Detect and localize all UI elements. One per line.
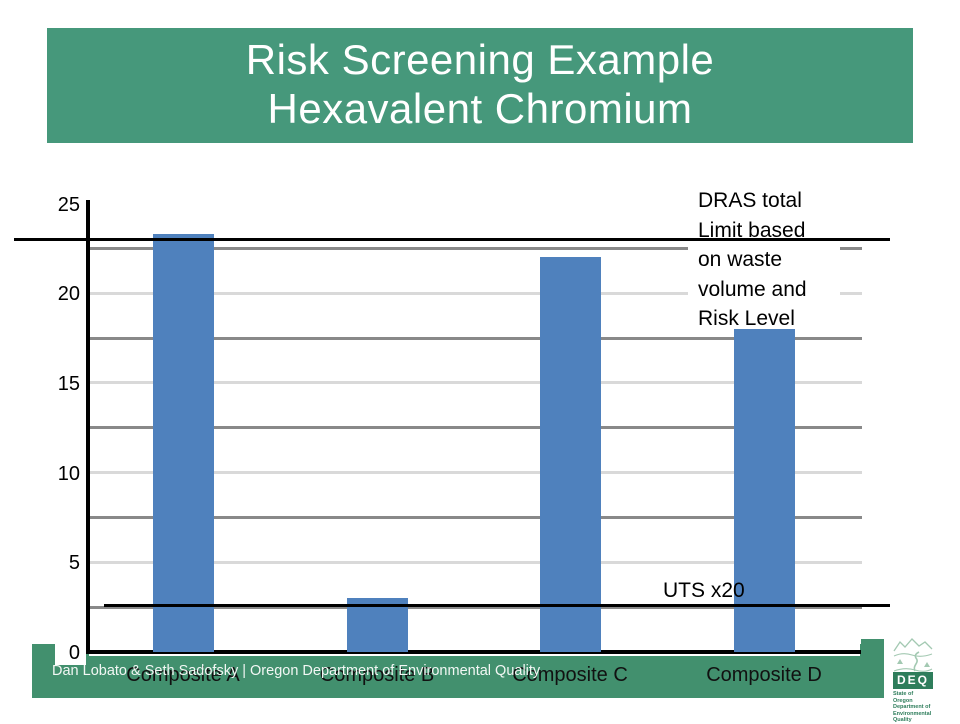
deq-caption-line: Quality	[893, 717, 912, 723]
gridline-light	[89, 381, 862, 385]
footer-bar-right-step	[861, 639, 884, 698]
gridline-dark	[89, 336, 862, 340]
gridline-dark	[89, 515, 862, 519]
gridline-dark	[89, 426, 862, 430]
deq-landscape-icon	[893, 634, 933, 672]
dras-label-line: Risk Level	[698, 307, 795, 330]
x-category-label: Composite B	[319, 664, 435, 686]
y-tick-label: 5	[68, 552, 80, 575]
dras-limit-line	[14, 237, 890, 242]
dras-label: DRAS total Limit based on waste volume a…	[698, 186, 858, 334]
deq-caption-line: State of Oregon	[893, 691, 914, 704]
deq-caption-line: Environmental	[893, 710, 932, 717]
dras-label-box	[688, 184, 840, 332]
gridline-light	[89, 471, 862, 475]
footer-credit: Dan Lobato & Seth Sadofsky | Oregon Depa…	[52, 663, 541, 679]
uts-label: UTS x20	[663, 579, 745, 602]
deq-logo-caption: State of Oregon Department of Environmen…	[893, 691, 933, 724]
dras-label-line: Limit based	[698, 218, 806, 242]
title-wrap: Risk Screening Example Hexavalent Chromi…	[47, 28, 913, 133]
x-axis-line	[86, 650, 861, 654]
y-tick-label: 10	[57, 462, 80, 485]
deq-logo-text: DEQ	[893, 672, 933, 689]
slide-title-line2: Hexavalent Chromium	[267, 85, 693, 132]
bar-composite-d	[733, 329, 795, 652]
uts-line	[104, 603, 890, 607]
y-tick-label: 0	[68, 642, 80, 664]
dras-label-line: DRAS total	[698, 189, 802, 212]
y-axis-line	[86, 200, 90, 654]
gridline-dark	[89, 246, 862, 250]
y-tick-label: 25	[57, 193, 80, 216]
x-category-label: Composite D	[706, 664, 822, 686]
y-tick-label: 20	[57, 283, 80, 306]
title-banner: Risk Screening Example Hexavalent Chromi…	[47, 28, 913, 143]
gridline-light	[89, 291, 862, 295]
zero-label-backdrop	[55, 641, 86, 665]
bar-composite-b	[346, 598, 408, 652]
y-tick-label: 15	[57, 372, 80, 395]
gridline-light	[89, 560, 862, 564]
deq-logo: DEQ State of Oregon Department of Enviro…	[893, 634, 933, 724]
bar-composite-c	[539, 257, 601, 652]
dras-label-line: volume and	[698, 277, 807, 301]
bar-composite-a	[152, 233, 214, 652]
deq-caption-line: Department of	[893, 704, 931, 710]
slide-title-line1: Risk Screening Example	[245, 36, 715, 83]
x-category-label: Composite A	[126, 664, 240, 686]
gridline-dark	[89, 605, 862, 609]
dras-label-line: on waste	[698, 248, 783, 271]
x-category-label: Composite C	[512, 664, 628, 686]
